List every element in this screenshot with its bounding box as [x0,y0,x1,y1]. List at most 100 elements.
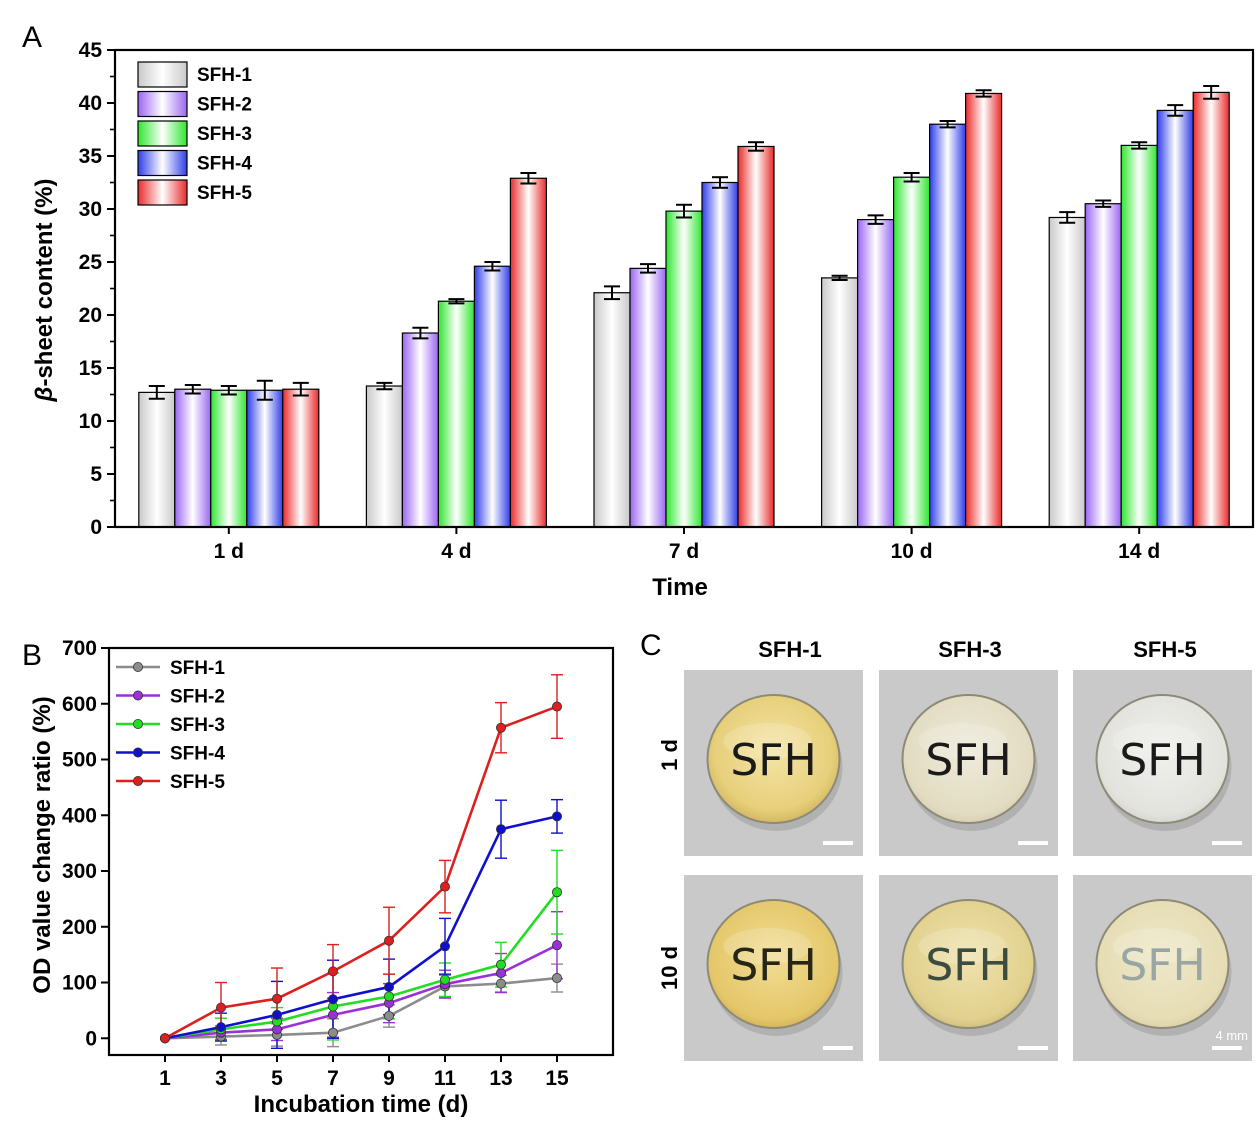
scale-bar [823,1046,853,1050]
hydrogel-disc [901,899,1036,1029]
photo-grid: SFH-1 SFH-3 SFH-5 1 d 10 d SFH SFH SFH SFH S… [657,637,1252,1061]
handwritten-label: SFH [730,735,816,786]
x-tick-label: 1 [159,1067,171,1090]
gel-highlight [1112,723,1201,759]
y-tick-label: 0 [90,516,102,539]
legend-label: SFH-4 [197,154,252,175]
bar-sfh-2-3 [856,219,895,528]
point-sfh-2 [495,968,506,979]
hydrogel-disc [1095,694,1230,824]
y-axis-title-greek: β [31,386,58,402]
hydrogel-disc [706,694,841,824]
point-sfh-3 [495,959,506,970]
legend-marker [132,776,143,787]
scale-bar [1018,1046,1048,1050]
photo-sfh-5-1d: SFH [1073,670,1252,856]
x-tick-label: 4 d [441,540,471,563]
bar-sfh-2-4 [1084,203,1122,528]
bar-sfh-4-2 [701,181,739,528]
bar-sfh-1-3 [820,277,859,528]
gel-highlight [918,928,1007,964]
gel-highlight [723,723,812,759]
bar-sfh-3-0 [210,389,248,528]
x-tick-label: 7 d [669,540,699,563]
x-tick-label: 7 [327,1067,339,1090]
photo-row-label-2: 10 d [657,946,682,990]
point-sfh-5 [495,722,506,733]
x-tick-label: 13 [489,1067,512,1090]
bar-sfh-1-2 [593,292,631,528]
y-tick-label: 25 [79,251,103,274]
handwritten-label: SFH [1119,940,1205,991]
legend-label: SFH-2 [170,687,225,708]
scale-bar-label: 4 mm [1216,1028,1249,1043]
x-tick-label: 5 [271,1067,283,1090]
point-sfh-5 [159,1033,170,1044]
x-axis-title: Time [652,574,708,601]
photo-sfh-3-1d: SFH [879,670,1058,856]
axes: 1 d 4 d 7 d 10 d 14 d 0 5 10 15 20 25 30 35 40 45 [79,39,1255,563]
series-line-sfh-5 [164,705,558,1040]
bar-sfh-1-0 [138,391,176,528]
photo-column-label-2: SFH-3 [938,637,1002,662]
x-axis-title: Incubation time (d) [254,1091,469,1117]
panel-letter-a: A [22,21,42,54]
y-tick-label: 0 [85,1027,97,1050]
legend-swatch-sfh-2 [137,90,188,118]
legend-swatch-sfh-5 [137,179,188,206]
x-tick-label: 3 [215,1067,227,1090]
series-line-sfh-3 [164,891,559,1040]
series-points [159,701,563,1044]
legend-swatch-sfh-1 [137,61,188,88]
y-tick-label: 10 [79,410,102,433]
handwritten-label: SFH [1119,735,1205,786]
legend-label: SFH-5 [197,183,252,204]
plot-frame [107,646,615,1057]
hydrogel-disc [1095,899,1230,1029]
point-sfh-1 [383,1010,394,1021]
legend-marker [132,719,143,730]
bar-sfh-4-1 [473,265,511,528]
y-tick-label: 45 [79,39,103,62]
x-tick-label: 14 d [1118,540,1160,563]
scale-bar [1018,841,1048,845]
y-tick-label: 15 [79,357,103,380]
point-sfh-4 [271,1009,282,1020]
bar-sfh-5-4 [1192,91,1230,528]
legend: SFH-1 SFH-2 SFH-3 SFH-4 SFH-5 [116,658,225,793]
legend-label: SFH-1 [170,658,225,679]
x-tick-label: 11 [434,1067,457,1090]
legend-marker [132,690,143,701]
photo-row-label-1: 1 d [657,739,682,771]
photo-column-label-3: SFH-5 [1133,637,1197,662]
y-tick-label: 700 [62,637,97,660]
point-sfh-3 [383,991,394,1002]
y-tick-label: 300 [62,860,97,883]
bar-chart-beta-sheet: 1 d 4 d 7 d 10 d 14 d 0 5 10 15 20 25 30 35 40 45 SFH-… [31,39,1255,601]
y-tick-label: 100 [62,972,97,995]
bar-sfh-4-0 [246,389,284,528]
y-tick-label: 200 [62,916,97,939]
gel-highlight [918,723,1007,759]
x-tick-label: 1 d [214,540,244,563]
point-sfh-2 [552,940,563,951]
series-lines [164,705,559,1040]
bar-sfh-3-1 [437,300,475,528]
bar-sfh-1-4 [1048,216,1086,528]
y-tick-label: 500 [62,749,97,772]
scale-bar [1212,1046,1242,1050]
point-sfh-4 [383,981,394,992]
y-tick-label: 5 [90,463,102,486]
y-tick-label: 40 [79,92,102,115]
hydrogel-disc [901,694,1036,824]
bar-sfh-5-2 [737,145,775,528]
y-axis-title-rest: -sheet content (%) [31,179,58,387]
series-line-sfh-4 [164,815,558,1040]
point-sfh-5 [215,1002,226,1013]
y-tick-label: 30 [79,198,102,221]
photo-sfh-5-10d: SFH [1073,875,1252,1061]
scale-bar [1212,841,1242,845]
legend-label: SFH-4 [170,744,225,765]
